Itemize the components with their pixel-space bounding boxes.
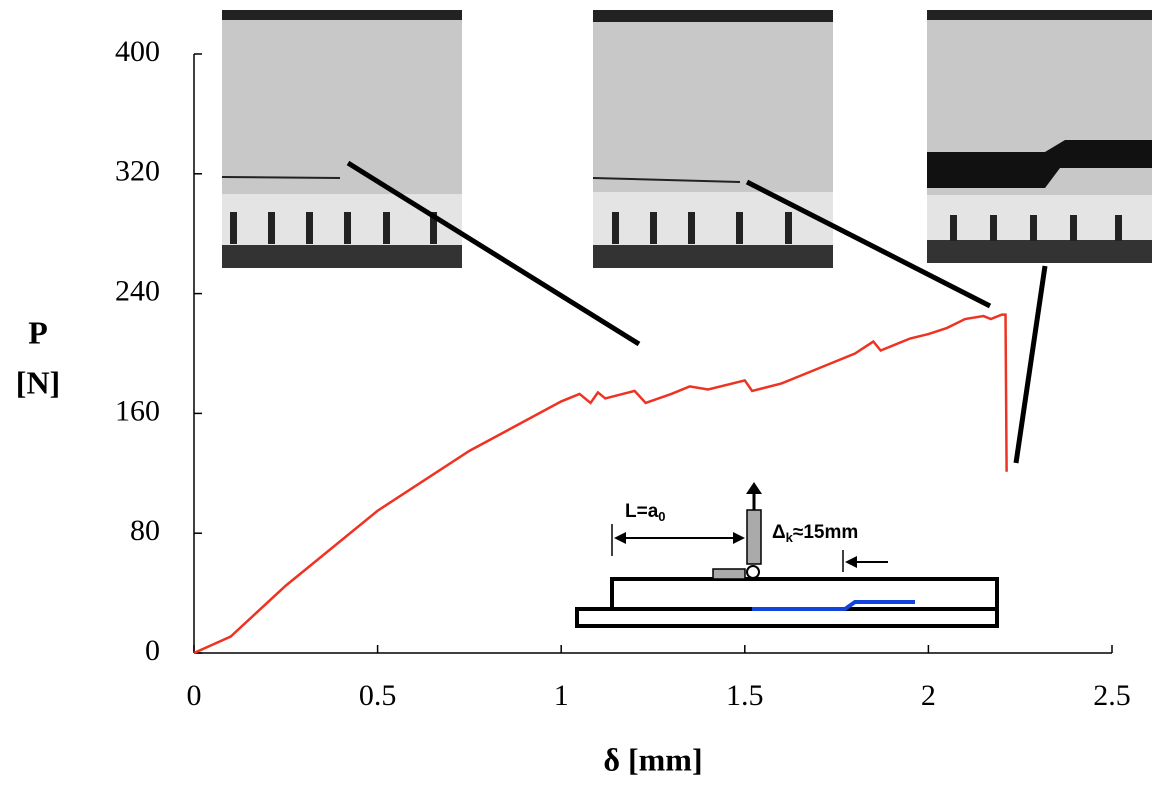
x-tick-label: 0: [187, 679, 202, 712]
x-axis-label: δ [mm]: [603, 741, 702, 777]
y-tick-label: 0: [145, 634, 160, 667]
data-line: [193, 313, 1008, 655]
x-tick-label: 0.5: [359, 679, 397, 712]
x-tick-label: 1: [554, 679, 569, 712]
y-tick-label: 240: [115, 274, 160, 307]
annotation: Δk≈15mm: [772, 522, 858, 545]
specimen-schematic: L=a0 Δk≈15mm: [575, 482, 999, 628]
x-tick-label: 1.5: [726, 679, 764, 712]
x-tick-label: 2.5: [1093, 679, 1131, 712]
y-tick-label: 80: [130, 514, 160, 547]
photo-insets: [221, 10, 1152, 268]
y-tick-label: 400: [115, 35, 160, 68]
y-axis-label: P: [28, 314, 48, 350]
connector-lines: [346, 160, 1048, 464]
x-tick-label: 2: [921, 679, 936, 712]
y-tick-label: 320: [115, 155, 160, 188]
y-axis-label: [N]: [16, 364, 60, 400]
y-tick-label: 160: [115, 394, 160, 427]
annotation: L=a0: [625, 501, 666, 524]
